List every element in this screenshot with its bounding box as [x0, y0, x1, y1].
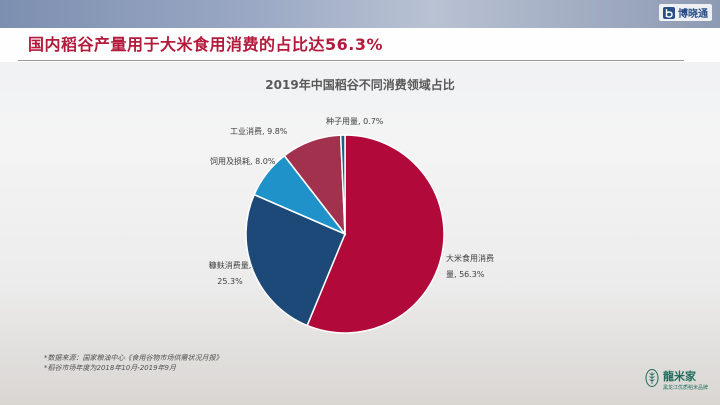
slice-seed-label: 种子用量, 0.7% — [326, 116, 384, 126]
slice-food-label: 大米食用消费量, 56.3% — [446, 253, 494, 279]
logo-text: 龍米家 — [662, 370, 696, 383]
header-panel — [0, 28, 720, 62]
brand-name: 博晓通 — [678, 9, 708, 20]
company-logo: 龍米家 黑龙江优质稻米品牌 — [645, 365, 708, 391]
brand-badge: 博晓通 — [659, 4, 712, 21]
footnote-source: *数据来源：国家粮油中心《食用谷物市场供需状况月报》 — [44, 354, 223, 362]
slice-industry-label: 工业消费, 9.8% — [230, 126, 288, 136]
page-title: 国内稻谷产量用于大米食用消费的占比达56.3% — [28, 35, 384, 54]
slice-bran-label: 糠麸消费量, 25.3% — [209, 260, 252, 286]
footnote-period: *稻谷市场年度为2018年10月-2019年9月 — [44, 364, 177, 372]
rice-ear-icon — [645, 369, 659, 387]
slice-food — [306, 134, 445, 334]
slice-seed — [339, 134, 346, 235]
chart-title: 2019年中国稻谷不同消费领域占比 — [265, 78, 455, 92]
logo-subtitle: 黑龙江优质稻米品牌 — [662, 385, 708, 391]
slice-bran — [245, 193, 346, 327]
header-background — [0, 0, 720, 28]
title-divider — [18, 60, 684, 61]
slice-feed-label: 饲用及损耗, 8.0% — [210, 156, 276, 166]
brand-b-icon — [663, 6, 675, 19]
